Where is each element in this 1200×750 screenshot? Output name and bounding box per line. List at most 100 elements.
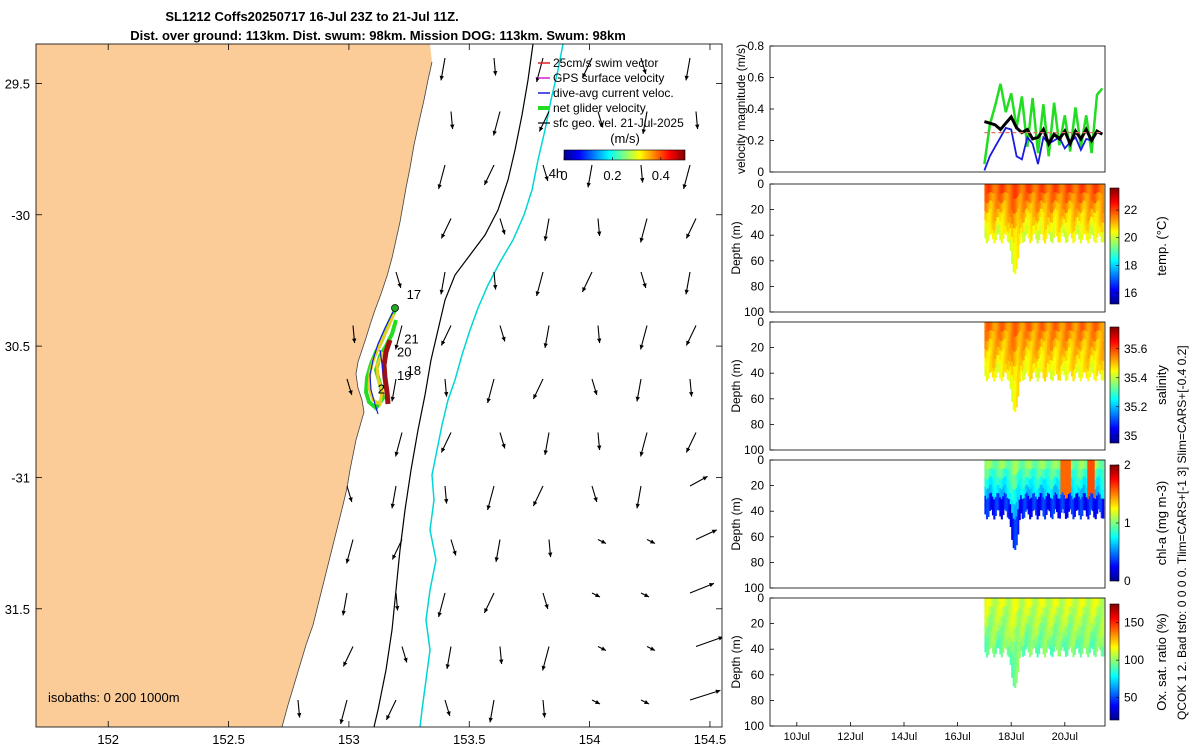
section-cell (1063, 598, 1066, 608)
section-cell (1075, 614, 1078, 624)
section-cell (1102, 213, 1105, 224)
section-cell (985, 351, 988, 362)
section-cell (1060, 494, 1063, 504)
colorbar-label: temp. (°C) (1154, 216, 1169, 275)
section-cell (1044, 499, 1047, 510)
section-cell (1017, 460, 1020, 473)
section-cell (1005, 217, 1008, 227)
section-cell (1073, 202, 1076, 213)
section-cell (1064, 184, 1067, 195)
section-cell (1066, 607, 1069, 618)
section-cell (1009, 322, 1012, 334)
section-cell (1084, 631, 1087, 641)
section-cell (993, 341, 996, 352)
section-cell (1082, 322, 1085, 331)
section-cell (1056, 641, 1059, 651)
section-cell (1082, 493, 1085, 502)
section-cell (1017, 497, 1020, 510)
colorbar-tick-label: 0.4 (652, 168, 670, 183)
section-cell (1097, 492, 1100, 502)
section-cell (1000, 361, 1003, 372)
track-day-label: 20 (397, 345, 411, 360)
section-cell (1033, 614, 1036, 624)
section-cell (1054, 622, 1057, 632)
section-cell (1085, 469, 1088, 480)
section-cell (1069, 500, 1072, 510)
section-cell (1057, 617, 1060, 628)
section-cell (984, 357, 987, 368)
section-cell (1023, 460, 1026, 471)
section-cell (1008, 232, 1011, 244)
section-cell (1032, 598, 1035, 607)
section-cell (1088, 349, 1091, 359)
section-cell (1048, 468, 1051, 478)
section-cell (1038, 230, 1041, 240)
current-vector-head (437, 612, 442, 617)
section-cell (1090, 622, 1093, 632)
section-cell (1088, 184, 1091, 194)
section-cell (1014, 396, 1017, 412)
section-cell (1064, 193, 1067, 204)
section-cell (984, 486, 987, 497)
current-vector-head (689, 391, 694, 397)
section-cell (1044, 489, 1047, 500)
section-cell (990, 622, 993, 632)
section-cell (1079, 361, 1082, 372)
section-cell (1006, 645, 1009, 656)
section-cell (1058, 617, 1061, 628)
section-cell (1069, 224, 1072, 234)
section-cell (1018, 361, 1021, 373)
section-cell (1053, 228, 1056, 238)
section-cell (1067, 477, 1070, 487)
section-cell (1027, 624, 1030, 635)
section-cell (984, 219, 987, 230)
section-cell (1054, 338, 1057, 347)
section-cell (1076, 639, 1079, 648)
velocity-ytick-label: 0 (757, 165, 764, 179)
section-cell (1044, 361, 1047, 372)
section-cell (1006, 479, 1009, 490)
section-cell (1024, 502, 1027, 512)
section-cell (1058, 469, 1061, 480)
section-cell (1084, 622, 1087, 632)
section-cell (997, 225, 1000, 235)
section-cell (990, 460, 993, 469)
current-vector-head (493, 284, 498, 290)
section-cell (1012, 395, 1015, 411)
section-cell (1020, 641, 1023, 652)
section-cell (1047, 208, 1050, 218)
current-vector-head (488, 717, 493, 723)
section-cell (1011, 348, 1014, 363)
current-vector-head (394, 344, 399, 350)
section-cell (1042, 202, 1045, 213)
current-vector-head (339, 719, 344, 724)
isobaths-label: isobaths: 0 200 1000m (48, 690, 180, 705)
section-cell (990, 501, 993, 510)
section-cell (1030, 607, 1033, 618)
section-cell (1084, 460, 1087, 469)
section-cell (1018, 499, 1021, 511)
section-cell (1015, 488, 1018, 503)
section-cell (1067, 640, 1070, 650)
section-cell (1020, 357, 1023, 367)
section-cell (1102, 222, 1105, 233)
section-cell (1088, 598, 1091, 608)
section-cell (990, 216, 993, 226)
section-cell (1054, 354, 1057, 364)
section-cell (1029, 598, 1032, 609)
section-cell (1038, 634, 1041, 645)
section-cell (1087, 627, 1090, 638)
section-cell (1079, 331, 1082, 343)
section-cell (1009, 631, 1012, 643)
section-cell (1093, 221, 1096, 232)
section-cell (1099, 184, 1102, 194)
current-vector-head (441, 340, 446, 346)
section-cell (1041, 184, 1044, 193)
section-cell (1024, 201, 1027, 211)
section-cell (1079, 341, 1082, 352)
section-cell (1002, 598, 1005, 608)
section-cell (1070, 495, 1073, 506)
section-cell (1060, 210, 1063, 220)
section-cell (1100, 232, 1103, 243)
section-cell (1070, 598, 1073, 608)
